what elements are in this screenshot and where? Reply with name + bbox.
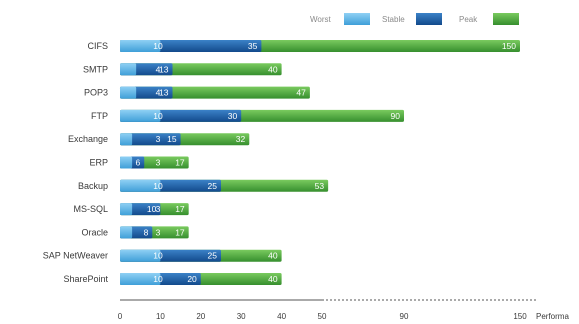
data-label: 4 [156, 88, 161, 98]
data-label: 25 [208, 181, 218, 191]
data-label: 4 [156, 64, 161, 74]
data-label: 13 [159, 64, 169, 74]
data-label: 20 [187, 274, 197, 284]
category-label: MS-SQL [73, 204, 108, 214]
category-label: SMTP [83, 64, 108, 74]
data-label: 13 [159, 88, 169, 98]
bar-segment-worst [120, 226, 133, 239]
data-label: 150 [502, 41, 516, 51]
category-label: FTP [91, 111, 108, 121]
category-label: CIFS [87, 41, 108, 51]
data-label: 40 [268, 274, 278, 284]
category-labels: CIFS SMTP POP3 FTP Exchange ERP Backup MS-SQL Or… [43, 41, 109, 284]
category-label: Backup [78, 181, 108, 191]
x-tick-label: 90 [400, 312, 409, 321]
x-axis-label: Performa [536, 312, 569, 321]
legend-label: Worst [310, 15, 332, 24]
x-tick-label: 150 [513, 312, 527, 321]
chart-legend: Worst Stable Peak [310, 13, 519, 25]
bar-segment-worst [120, 156, 133, 169]
category-label: POP3 [84, 88, 108, 98]
data-label: 17 [175, 204, 185, 214]
data-label: 3 [156, 227, 161, 237]
legend-swatch [344, 13, 370, 25]
legend-label: Stable [382, 15, 405, 24]
category-label: ERP [89, 158, 108, 168]
legend-swatch [416, 13, 442, 25]
data-label: 3 [156, 204, 161, 214]
data-label: 40 [268, 251, 278, 261]
bar-segment-worst [120, 40, 161, 52]
x-tick-label: 50 [318, 312, 327, 321]
legend-swatch [493, 13, 519, 25]
x-tick-label: 0 [118, 312, 123, 321]
bar-segment-worst [120, 133, 133, 146]
category-label: Exchange [68, 134, 108, 144]
legend-label: Peak [459, 15, 478, 24]
data-label: 10 [153, 41, 163, 51]
bar-segment-worst [120, 109, 161, 122]
data-label: 3 [156, 158, 161, 168]
bar-segment-worst [120, 273, 161, 285]
data-label: 10 [153, 274, 163, 284]
x-tick-label: 10 [156, 312, 165, 321]
data-label: 35 [248, 41, 258, 51]
bar-segment-worst [120, 63, 137, 76]
bar-segment-worst [120, 179, 161, 192]
data-label: 40 [268, 64, 278, 74]
data-label: 17 [175, 158, 185, 168]
data-label: 8 [144, 227, 149, 237]
data-label: 32 [236, 134, 246, 144]
bar-segment-worst [120, 203, 133, 216]
data-label: 6 [136, 158, 141, 168]
data-label: 3 [156, 134, 161, 144]
bar-segment-worst [120, 86, 137, 99]
x-tick-label: 20 [196, 312, 205, 321]
data-label: 25 [208, 251, 218, 261]
data-label: 10 [153, 111, 163, 121]
data-label: 10 [153, 181, 163, 191]
data-label: 17 [175, 227, 185, 237]
bar-segment-stable [120, 133, 181, 146]
data-label: 90 [391, 111, 401, 121]
x-tick-label: 30 [237, 312, 246, 321]
data-label: 30 [228, 111, 238, 121]
data-label: 10 [147, 204, 157, 214]
data-label: 47 [296, 88, 306, 98]
category-label: SAP NetWeaver [43, 251, 108, 261]
category-label: Oracle [81, 227, 108, 237]
data-label: 10 [153, 251, 163, 261]
category-label: SharePoint [63, 274, 108, 284]
x-axis: 0 10 20 30 40 50 90 150 Performa [118, 299, 569, 321]
data-label: 53 [315, 181, 325, 191]
bar-segment-worst [120, 249, 161, 262]
data-label: 15 [167, 134, 177, 144]
x-tick-label: 40 [277, 312, 286, 321]
